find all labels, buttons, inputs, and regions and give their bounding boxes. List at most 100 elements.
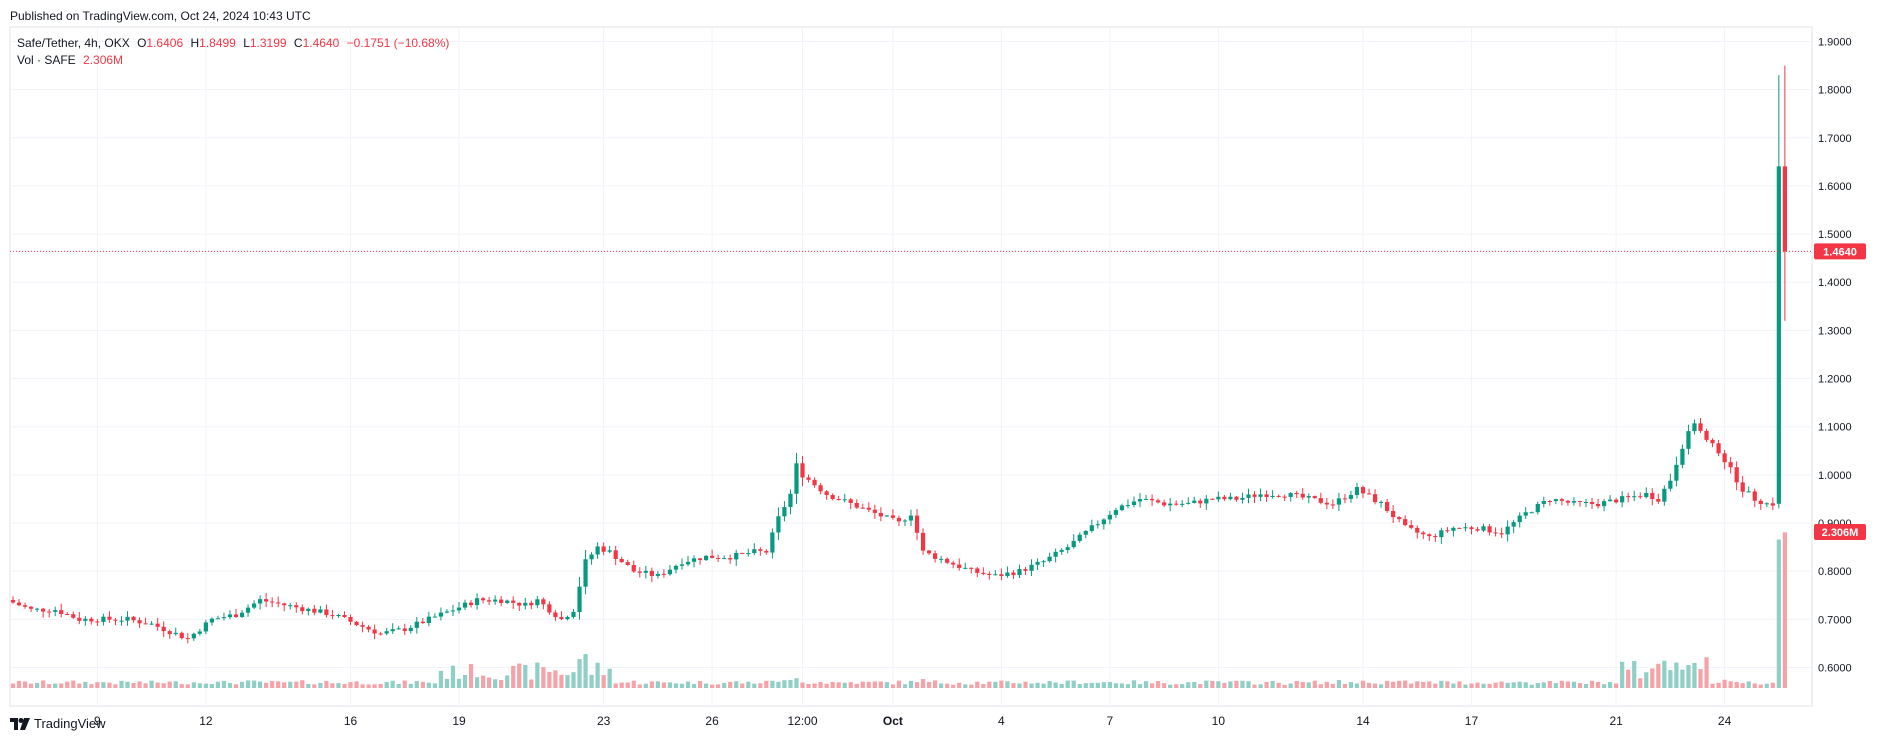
candle-body (728, 558, 733, 560)
candle-body (589, 554, 594, 560)
candle-body (920, 532, 926, 551)
candle-body (420, 621, 425, 624)
candle-body (1113, 510, 1119, 515)
volume-bar (35, 682, 40, 688)
candle-body (667, 569, 673, 575)
volume-bar (1559, 680, 1564, 688)
volume-bar (47, 684, 52, 688)
volume-bar (348, 682, 353, 688)
volume-bar (926, 681, 932, 688)
candle-body (661, 573, 667, 575)
volume-bar (41, 680, 46, 688)
volume-bar (1137, 684, 1143, 688)
candle-body (583, 559, 588, 587)
candle-body (1487, 526, 1492, 533)
close-value: 1.4640 (302, 36, 340, 50)
candle-body (179, 632, 184, 639)
candle-body (1155, 500, 1161, 503)
volume-bar (1174, 684, 1179, 688)
volume-bar (372, 684, 377, 688)
volume-bar (902, 684, 908, 688)
candle-body (1198, 500, 1203, 504)
volume-bar (137, 681, 142, 688)
volume-bar (1746, 681, 1751, 688)
volume-bar (149, 680, 154, 688)
candle-body (203, 622, 208, 632)
volume-bar (975, 681, 980, 688)
volume-bar (396, 683, 401, 688)
candle-body (1409, 525, 1414, 528)
y-tick-label: 1.8000 (1818, 85, 1852, 97)
candle-body (1372, 494, 1378, 503)
volume-bar (1059, 683, 1064, 688)
volume-bar (1505, 682, 1510, 688)
symbol-label[interactable]: Safe/Tether, 4h, OKX (17, 36, 130, 50)
tradingview-logo[interactable]: TradingView (10, 716, 106, 731)
volume-bar (294, 681, 299, 688)
volume-bar (1198, 684, 1203, 688)
candle-body (703, 555, 709, 561)
volume-badge-label: 2.306M (1822, 527, 1859, 539)
candle-body (149, 623, 154, 625)
candle-body (1457, 527, 1462, 529)
volume-bar (1318, 684, 1323, 688)
candle-body (10, 600, 16, 603)
volume-label[interactable]: Vol · SAFE (17, 53, 76, 67)
volume-bar (179, 684, 184, 688)
x-tick-label: 19 (452, 714, 466, 728)
candle-body (914, 515, 920, 533)
volume-bar (866, 681, 871, 688)
candle-body (41, 608, 46, 612)
volume-bar (1077, 684, 1082, 688)
volume-bar (776, 681, 781, 688)
volume-bar (1391, 681, 1396, 688)
volume-bar (354, 681, 359, 688)
volume-bar (245, 680, 251, 688)
tradingview-logo-text: TradingView (34, 716, 106, 731)
volume-bar (607, 668, 612, 688)
candle-body (547, 604, 552, 613)
candle-body (1204, 498, 1209, 504)
volume-bar (703, 683, 709, 688)
candle-body (1306, 496, 1311, 498)
x-tick-label: 21 (1609, 714, 1623, 728)
candle-body (601, 546, 606, 552)
candle-body (432, 616, 437, 618)
volume-bar (306, 683, 311, 688)
candle-body (330, 615, 335, 617)
candle-body (312, 608, 317, 613)
candle-body (1650, 492, 1655, 500)
candle-body (1601, 501, 1607, 507)
volume-bar (1180, 684, 1185, 688)
candle-body (1252, 494, 1257, 497)
volume-bar (679, 683, 685, 688)
candle-body (59, 610, 64, 615)
volume-bar (1589, 680, 1595, 688)
volume-bar (227, 683, 233, 688)
candle-body (384, 631, 389, 634)
candle-body (191, 633, 196, 639)
candle-body (402, 628, 407, 632)
volume-bar (1607, 682, 1613, 688)
candle-body (77, 617, 82, 621)
candle-body (239, 612, 245, 617)
volume-bar (993, 681, 998, 688)
candle-body (270, 601, 275, 603)
volume-bar (330, 683, 335, 688)
candle-body (28, 606, 34, 609)
candle-body (251, 603, 257, 608)
volume-bar (1240, 680, 1245, 688)
candle-body (969, 567, 974, 569)
volume-bar (1427, 681, 1432, 688)
volume-bar (908, 680, 914, 688)
candle-body (1415, 527, 1420, 533)
candle-body (1119, 505, 1125, 511)
candle-body (1692, 423, 1697, 432)
volume-bar (264, 682, 269, 688)
candle-body (1023, 569, 1028, 571)
candle-body (1324, 502, 1329, 505)
candle-body (1035, 561, 1040, 565)
volume-bar (529, 679, 534, 688)
volume-bar (1246, 681, 1251, 688)
